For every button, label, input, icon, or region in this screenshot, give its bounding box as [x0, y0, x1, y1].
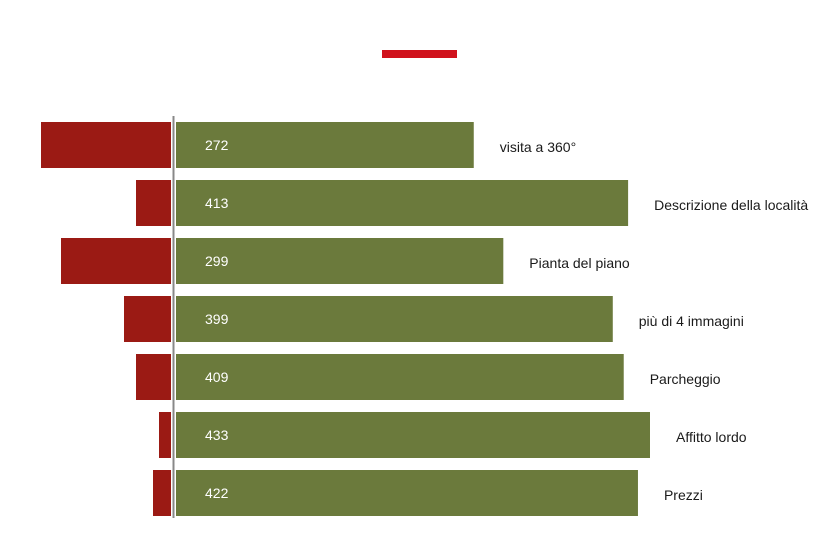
bar-value-label: 422 [205, 485, 229, 501]
right-bar [176, 238, 504, 284]
bar-value-label: 413 [205, 195, 229, 211]
right-bar [176, 412, 650, 458]
category-label: Descrizione della località [654, 197, 808, 213]
right-bar [176, 180, 629, 226]
left-bar [41, 122, 171, 168]
category-label: più di 4 immagini [639, 313, 744, 329]
left-bar [153, 470, 171, 516]
right-bar [176, 296, 613, 342]
right-bar-group [176, 122, 650, 516]
left-bar [136, 180, 171, 226]
right-bar [176, 354, 624, 400]
category-label: Prezzi [664, 487, 703, 503]
category-label: Affitto lordo [676, 429, 747, 445]
right-bar [176, 470, 638, 516]
legend-swatch [382, 50, 457, 58]
category-label: visita a 360° [500, 139, 576, 155]
left-bar-group [41, 122, 171, 516]
left-bar [61, 238, 171, 284]
value-label-group: 272 413 299 399 409 433 422 [205, 137, 229, 501]
bar-value-label: 399 [205, 311, 229, 327]
left-bar [159, 412, 171, 458]
bar-value-label: 272 [205, 137, 229, 153]
category-label: Parcheggio [650, 371, 721, 387]
right-bar [176, 122, 474, 168]
left-bar [124, 296, 171, 342]
category-label-group: visita a 360° Descrizione della località P… [500, 139, 809, 503]
bar-value-label: 433 [205, 427, 229, 443]
bar-value-label: 299 [205, 253, 229, 269]
bar-value-label: 409 [205, 369, 229, 385]
category-label: Pianta del piano [529, 255, 630, 271]
left-bar [136, 354, 171, 400]
